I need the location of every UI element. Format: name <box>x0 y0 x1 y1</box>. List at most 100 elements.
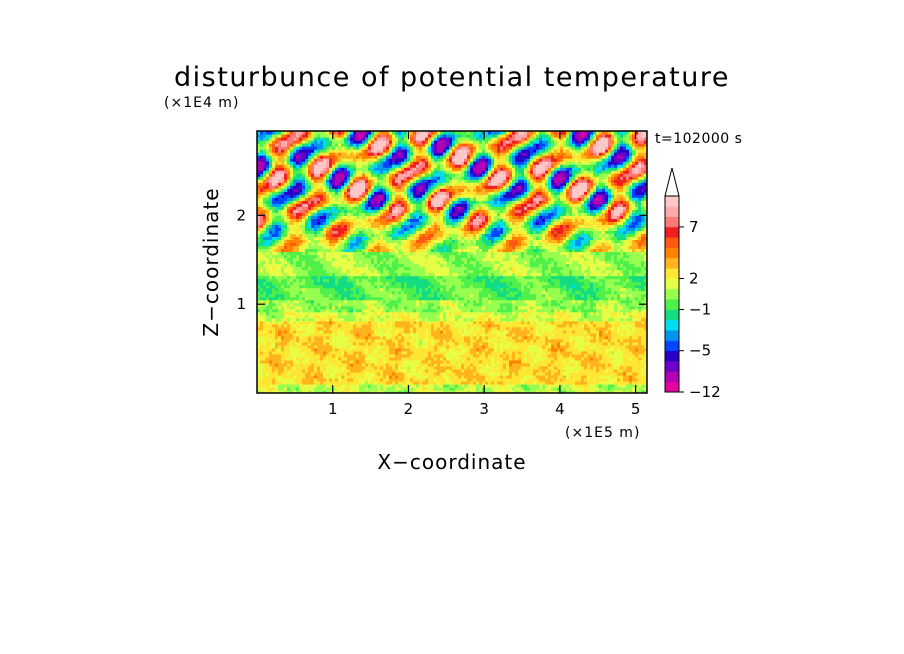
contour-cell <box>401 359 405 364</box>
contour-cell <box>440 347 444 352</box>
contour-cell <box>569 359 573 364</box>
contour-cell <box>263 371 267 376</box>
contour-cell <box>416 329 420 334</box>
contour-cell <box>623 326 627 331</box>
contour-cell <box>359 308 363 313</box>
contour-cell <box>266 302 270 307</box>
contour-cell <box>260 323 264 328</box>
contour-cell <box>452 374 456 379</box>
contour-cell <box>317 389 321 393</box>
contour-cell <box>413 314 417 319</box>
contour-cell <box>287 341 291 346</box>
contour-cell <box>620 320 624 325</box>
contour-cell <box>452 359 456 364</box>
contour-cell <box>401 353 405 358</box>
contour-cell <box>419 335 423 340</box>
contour-cell <box>302 347 306 352</box>
contour-cell <box>536 386 540 391</box>
contour-cell <box>371 323 375 328</box>
contour-cell <box>398 311 402 316</box>
contour-cell <box>440 365 444 370</box>
contour-cell <box>422 323 426 328</box>
contour-cell <box>296 341 300 346</box>
contour-cell <box>524 389 528 393</box>
contour-cell <box>296 356 300 361</box>
contour-cell <box>557 326 561 331</box>
contour-cell <box>287 380 291 385</box>
contour-cell <box>290 386 294 391</box>
contour-cell <box>305 368 309 373</box>
contour-cell <box>608 356 612 361</box>
contour-cell <box>398 371 402 376</box>
contour-cell <box>470 386 474 391</box>
contour-cell <box>266 311 270 316</box>
contour-cell <box>293 386 297 391</box>
contour-cell <box>638 350 642 355</box>
contour-cell <box>416 335 420 340</box>
contour-cell <box>401 317 405 322</box>
contour-cell <box>638 356 642 361</box>
contour-cell <box>623 305 627 310</box>
contour-cell <box>584 338 588 343</box>
contour-cell <box>569 317 573 322</box>
contour-cell <box>377 356 381 361</box>
contour-cell <box>332 323 336 328</box>
contour-cell <box>452 362 456 367</box>
contour-cell <box>275 389 279 393</box>
contour-cell <box>470 356 474 361</box>
contour-cell <box>464 341 468 346</box>
contour-cell <box>413 344 417 349</box>
contour-cell <box>290 383 294 388</box>
contour-cell <box>362 344 366 349</box>
contour-cell <box>266 314 270 319</box>
contour-cell <box>275 344 279 349</box>
contour-cell <box>578 332 582 337</box>
contour-cell <box>410 317 414 322</box>
contour-cell <box>590 326 594 331</box>
contour-cell <box>641 362 645 367</box>
contour-cell <box>521 338 525 343</box>
contour-cell <box>605 386 609 391</box>
contour-cell <box>440 314 444 319</box>
contour-cell <box>398 380 402 385</box>
contour-cell <box>524 386 528 391</box>
contour-cell <box>500 356 504 361</box>
contour-cell <box>263 329 267 334</box>
contour-cell <box>482 323 486 328</box>
contour-cell <box>494 368 498 373</box>
contour-cell <box>392 326 396 331</box>
contour-cell <box>410 356 414 361</box>
contour-cell <box>554 344 558 349</box>
contour-cell <box>329 332 333 337</box>
contour-cell <box>434 347 438 352</box>
contour-cell <box>281 326 285 331</box>
contour-cell <box>341 389 345 393</box>
contour-cell <box>410 311 414 316</box>
contour-cell <box>314 365 318 370</box>
contour-cell <box>308 335 312 340</box>
contour-cell <box>470 341 474 346</box>
contour-cell <box>608 338 612 343</box>
contour-cell <box>413 368 417 373</box>
contour-cell <box>341 356 345 361</box>
contour-cell <box>443 344 447 349</box>
contour-cell <box>515 341 519 346</box>
contour-cell <box>455 329 459 334</box>
contour-cell <box>509 377 513 382</box>
contour-cell <box>572 350 576 355</box>
contour-cell <box>596 323 600 328</box>
contour-cell <box>416 380 420 385</box>
contour-cell <box>467 350 471 355</box>
contour-cell <box>359 368 363 373</box>
contour-cell <box>257 320 261 325</box>
contour-cell <box>578 362 582 367</box>
contour-cell <box>284 344 288 349</box>
contour-cell <box>506 323 510 328</box>
contour-cell <box>329 326 333 331</box>
contour-cell <box>563 347 567 352</box>
contour-cell <box>515 365 519 370</box>
contour-cell <box>263 389 267 393</box>
contour-cell <box>395 374 399 379</box>
contour-cell <box>611 314 615 319</box>
contour-cell <box>281 389 285 393</box>
